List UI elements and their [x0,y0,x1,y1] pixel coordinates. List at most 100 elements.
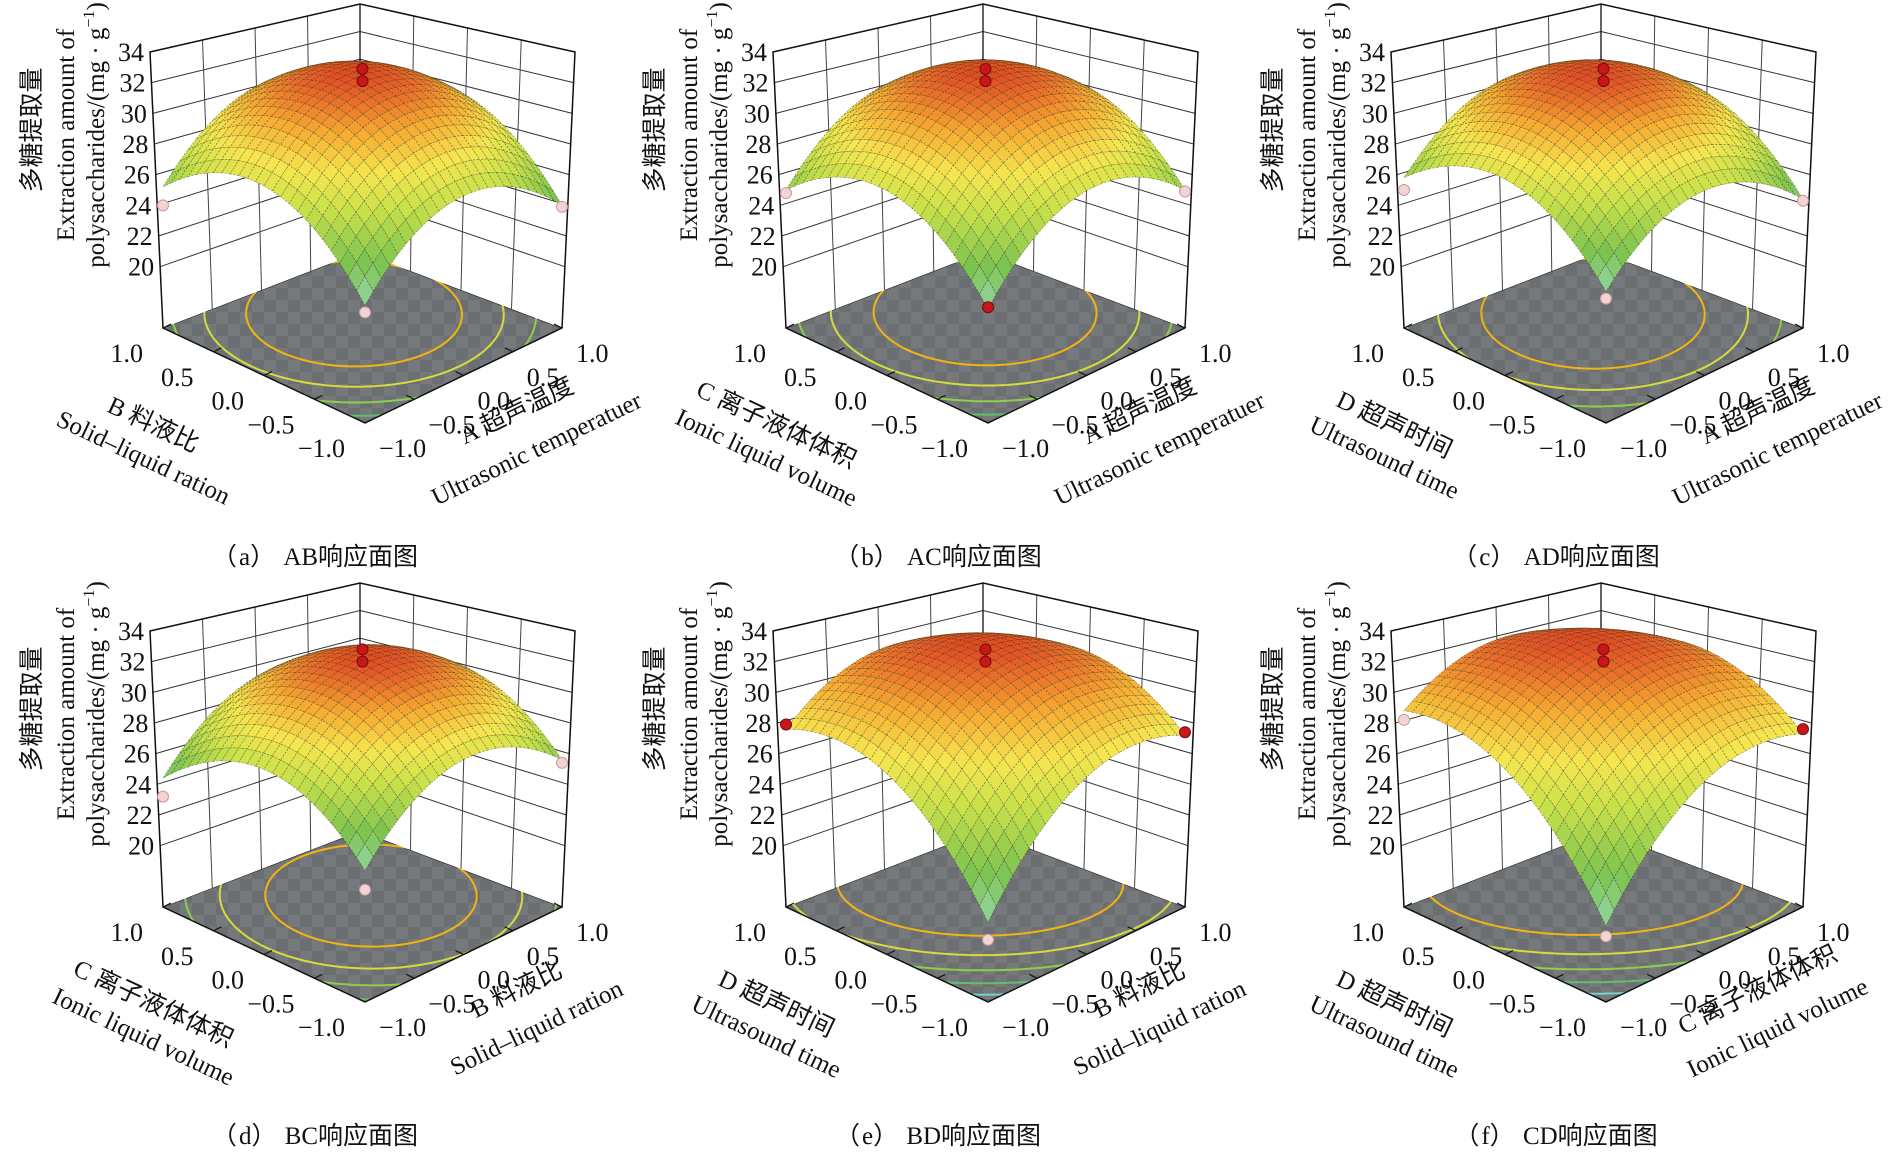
z-tick-label: 34 [741,617,767,646]
left-axis-tick-label: −1.0 [921,434,968,463]
caption-text: AC响应面图 [907,544,1042,571]
design-point [1180,727,1191,738]
z-axis-label-line: 多糖提取量 [641,67,669,192]
left-axis-tick-label: −0.5 [870,410,917,439]
z-tick-label: 32 [1360,69,1386,98]
z-tick-label: 30 [744,678,770,707]
left-axis-tick-label: 1.0 [111,339,144,368]
z-tick-label: 34 [1359,617,1385,646]
z-tick-label: 30 [744,99,770,128]
z-tick-label: 26 [124,161,150,190]
caption-letter: c [1479,544,1490,571]
z-axis-label-line: Extraction amount of [53,28,80,241]
left-axis-tick-label: 0.0 [835,387,868,416]
z-tick-label: 26 [1365,740,1391,769]
right-axis-tick-label: 1.0 [1817,339,1850,368]
z-tick-label: 28 [122,709,148,738]
z-tick-label: 28 [1363,709,1389,738]
caption-e: （e） BD响应面图 [623,1116,1253,1152]
design-point [1798,724,1809,735]
left-axis-tick-label: 0.5 [1402,942,1435,971]
design-point [557,757,568,768]
left-axis-tick-label: 1.0 [1352,918,1385,947]
left-axis-tick-label: 0.5 [161,942,194,971]
left-axis-tick-label: −0.5 [247,989,294,1018]
z-tick-label: 32 [119,69,145,98]
left-axis-tick-label: 0.0 [1453,387,1486,416]
caption-a: （a） AB响应面图 [0,537,630,573]
left-axis-tick-label: −1.0 [921,1013,968,1042]
left-axis-tick-label: 0.5 [784,942,817,971]
design-point [1601,931,1612,942]
right-axis-tick-label: −1.0 [1620,434,1667,463]
design-point [158,791,169,802]
z-tick-label: 28 [1363,130,1389,159]
z-tick-label: 24 [748,191,774,220]
right-axis-tick-label: 1.0 [1199,918,1232,947]
z-tick-label: 22 [1368,801,1394,830]
design-point [781,188,792,199]
z-tick-label: 24 [748,770,774,799]
contour-line-24 [350,415,382,416]
z-tick-label: 20 [751,253,777,282]
z-tick-label: 22 [1368,222,1394,251]
design-point [1598,644,1609,655]
z-tick-label: 20 [1369,832,1395,861]
caption-letter: b [861,544,874,571]
left-axis-tick-label: 0.0 [1453,966,1486,995]
z-axis-label-line: polysaccharides/(mg · g−1) [704,2,733,268]
z-tick-label: 22 [750,222,776,251]
design-point [357,63,368,74]
design-point [557,201,568,212]
right-axis-tick-label: −1.0 [1002,1013,1049,1042]
z-tick-label: 34 [118,617,144,646]
left-axis-tick-label: 1.0 [734,339,767,368]
z-axis-label-line: Extraction amount of [676,28,703,241]
left-axis-tick-label: −1.0 [1539,434,1586,463]
caption-letter: a [239,544,250,571]
z-axis-label-line: 多糖提取量 [18,646,46,771]
z-tick-label: 24 [1366,191,1392,220]
left-axis-tick-label: 1.0 [1352,339,1385,368]
right-axis-tick-label: −1.0 [379,434,426,463]
z-tick-label: 28 [745,709,771,738]
caption-b: （b） AC响应面图 [623,537,1253,573]
z-axis-label-line: polysaccharides/(mg · g−1) [1322,581,1351,847]
z-axis-label-line: Extraction amount of [53,607,80,820]
z-axis-label-line: polysaccharides/(mg · g−1) [81,2,110,268]
z-tick-label: 34 [741,38,767,67]
z-axis-label-line: Extraction amount of [676,607,703,820]
z-tick-label: 20 [751,832,777,861]
z-axis-label-line: Extraction amount of [1294,607,1321,820]
left-axis-tick-label: 0.5 [161,363,194,392]
z-tick-label: 30 [121,678,147,707]
design-point [1399,185,1410,196]
z-tick-label: 30 [1362,99,1388,128]
left-axis-tick-label: 0.0 [212,387,245,416]
right-axis-tick-label: −1.0 [1620,1013,1667,1042]
left-axis-tick-label: −1.0 [1539,1013,1586,1042]
left-axis-tick-label: −1.0 [298,434,345,463]
z-tick-label: 32 [119,648,145,677]
z-axis-label-line: 多糖提取量 [18,67,46,192]
z-axis-label-line: polysaccharides/(mg · g−1) [1322,2,1351,268]
left-axis-tick-label: −0.5 [1488,989,1535,1018]
z-tick-label: 24 [125,770,151,799]
design-point [980,63,991,74]
caption-text: AB响应面图 [283,544,418,571]
z-tick-label: 24 [125,191,151,220]
left-axis-tick-label: −0.5 [247,410,294,439]
z-axis-label-line: polysaccharides/(mg · g−1) [81,581,110,847]
z-tick-label: 24 [1366,770,1392,799]
right-axis-tick-label: 1.0 [1199,339,1232,368]
